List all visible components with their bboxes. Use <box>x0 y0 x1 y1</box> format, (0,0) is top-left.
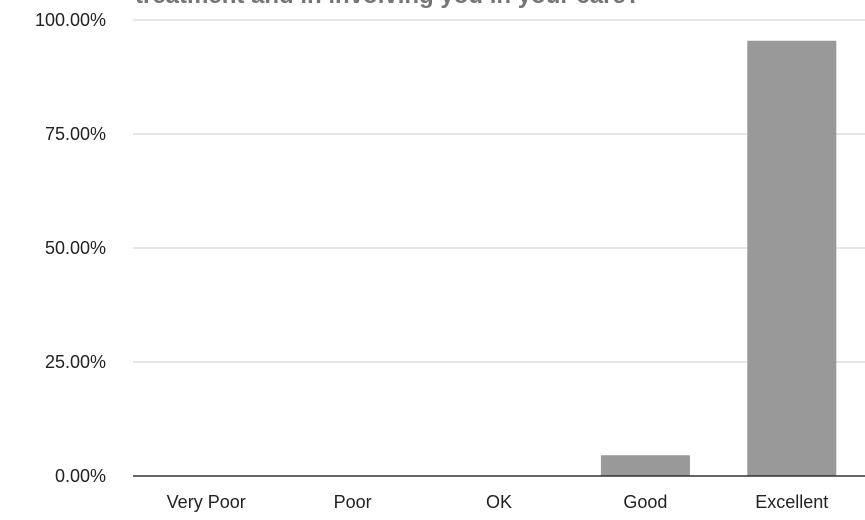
x-tick-label: Good <box>623 492 667 512</box>
bars <box>600 40 837 477</box>
y-tick-label: 25.00% <box>45 352 106 372</box>
x-tick-label: Poor <box>334 492 372 512</box>
x-axis-tick-labels: Very Poor Poor OK Good Excellent <box>167 492 829 512</box>
y-tick-label: 50.00% <box>45 238 106 258</box>
bar-good <box>600 455 690 476</box>
y-tick-label: 100.00% <box>35 10 106 30</box>
x-tick-label: Excellent <box>755 492 828 512</box>
gridlines <box>133 19 865 363</box>
x-tick-label: Very Poor <box>167 492 246 512</box>
x-tick-label: OK <box>486 492 512 512</box>
y-axis-tick-labels: 0.00% 25.00% 50.00% 75.00% 100.00% <box>35 10 106 486</box>
y-tick-label: 75.00% <box>45 124 106 144</box>
bar-excellent <box>747 40 837 477</box>
chart-title: treatment and in involving you in your c… <box>135 0 640 9</box>
y-tick-label: 0.00% <box>55 466 106 486</box>
